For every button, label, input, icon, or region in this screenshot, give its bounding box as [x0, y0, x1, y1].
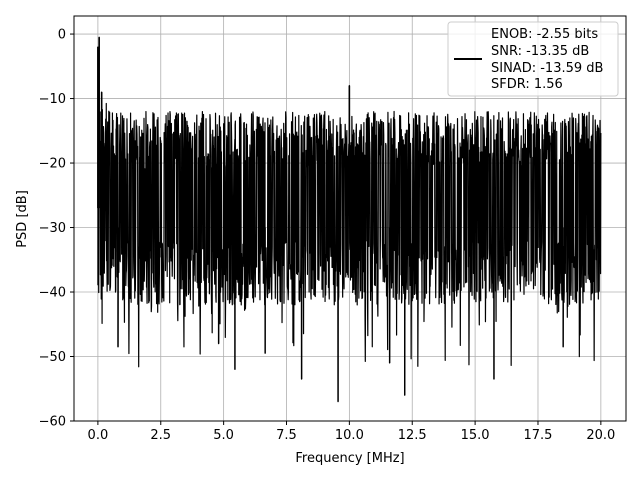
x-tick-label: 20.0: [586, 428, 615, 443]
y-tick-label: −30: [39, 221, 66, 236]
y-tick-label: 0: [58, 28, 66, 43]
x-tick-label: 7.5: [276, 428, 297, 443]
x-tick-label: 17.5: [524, 428, 553, 443]
legend-box: [447, 21, 619, 97]
series-layer: [97, 36, 602, 403]
tick-layer: 0.0 2.5 5.0 7.5 10.0 12.5 15.0 17.5 20.0 0 −10 −20 −…: [39, 28, 616, 443]
y-tick-label: −20: [39, 157, 66, 172]
x-axis-label: Frequency [MHz]: [295, 451, 404, 466]
legend-text-sinad: SINAD: -13.59 dB: [491, 61, 603, 76]
y-tick-label: −40: [39, 286, 66, 301]
y-tick-label: −60: [39, 415, 66, 430]
x-tick-label: 15.0: [461, 428, 490, 443]
legend-text-snr: SNR: -13.35 dB: [491, 44, 589, 59]
legend-text-enob: ENOB: -2.55 bits: [491, 27, 598, 42]
x-tick-label: 10.0: [335, 428, 364, 443]
x-tick-label: 2.5: [150, 428, 171, 443]
x-tick-label: 0.0: [88, 428, 109, 443]
y-tick-label: −10: [39, 92, 66, 107]
legend-text-sfdr: SFDR: 1.56: [491, 77, 563, 92]
x-tick-label: 5.0: [213, 428, 234, 443]
y-tick-label: −50: [39, 350, 66, 365]
x-tick-label: 12.5: [398, 428, 427, 443]
legend: ENOB: -2.55 bits SNR: -13.35 dB SINAD: -…: [447, 21, 619, 97]
plot-frame: [73, 15, 627, 422]
y-axis-label: PSD [dB]: [15, 190, 30, 248]
